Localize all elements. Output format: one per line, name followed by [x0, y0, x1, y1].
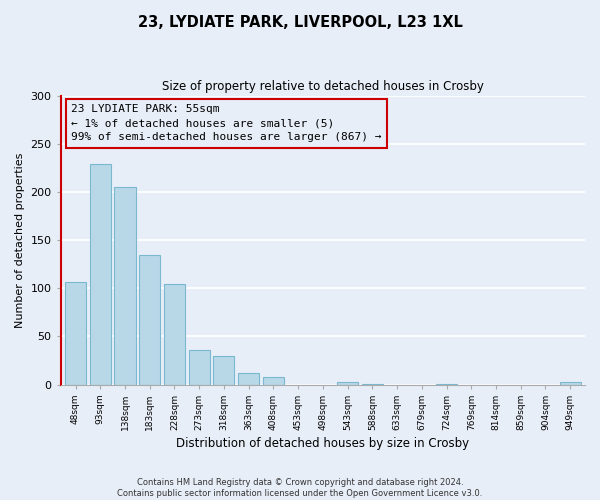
- Bar: [164, 284, 185, 384]
- Text: Contains HM Land Registry data © Crown copyright and database right 2024.
Contai: Contains HM Land Registry data © Crown c…: [118, 478, 482, 498]
- Text: 23 LYDIATE PARK: 55sqm
← 1% of detached houses are smaller (5)
99% of semi-detac: 23 LYDIATE PARK: 55sqm ← 1% of detached …: [71, 104, 382, 142]
- Bar: [337, 382, 358, 384]
- Y-axis label: Number of detached properties: Number of detached properties: [15, 152, 25, 328]
- Bar: [90, 164, 111, 384]
- Bar: [263, 377, 284, 384]
- Bar: [65, 282, 86, 385]
- Text: 23, LYDIATE PARK, LIVERPOOL, L23 1XL: 23, LYDIATE PARK, LIVERPOOL, L23 1XL: [137, 15, 463, 30]
- Bar: [238, 373, 259, 384]
- Bar: [139, 254, 160, 384]
- Bar: [560, 382, 581, 384]
- X-axis label: Distribution of detached houses by size in Crosby: Distribution of detached houses by size …: [176, 437, 469, 450]
- Bar: [214, 356, 235, 384]
- Title: Size of property relative to detached houses in Crosby: Size of property relative to detached ho…: [162, 80, 484, 93]
- Bar: [115, 187, 136, 384]
- Bar: [188, 350, 210, 384]
